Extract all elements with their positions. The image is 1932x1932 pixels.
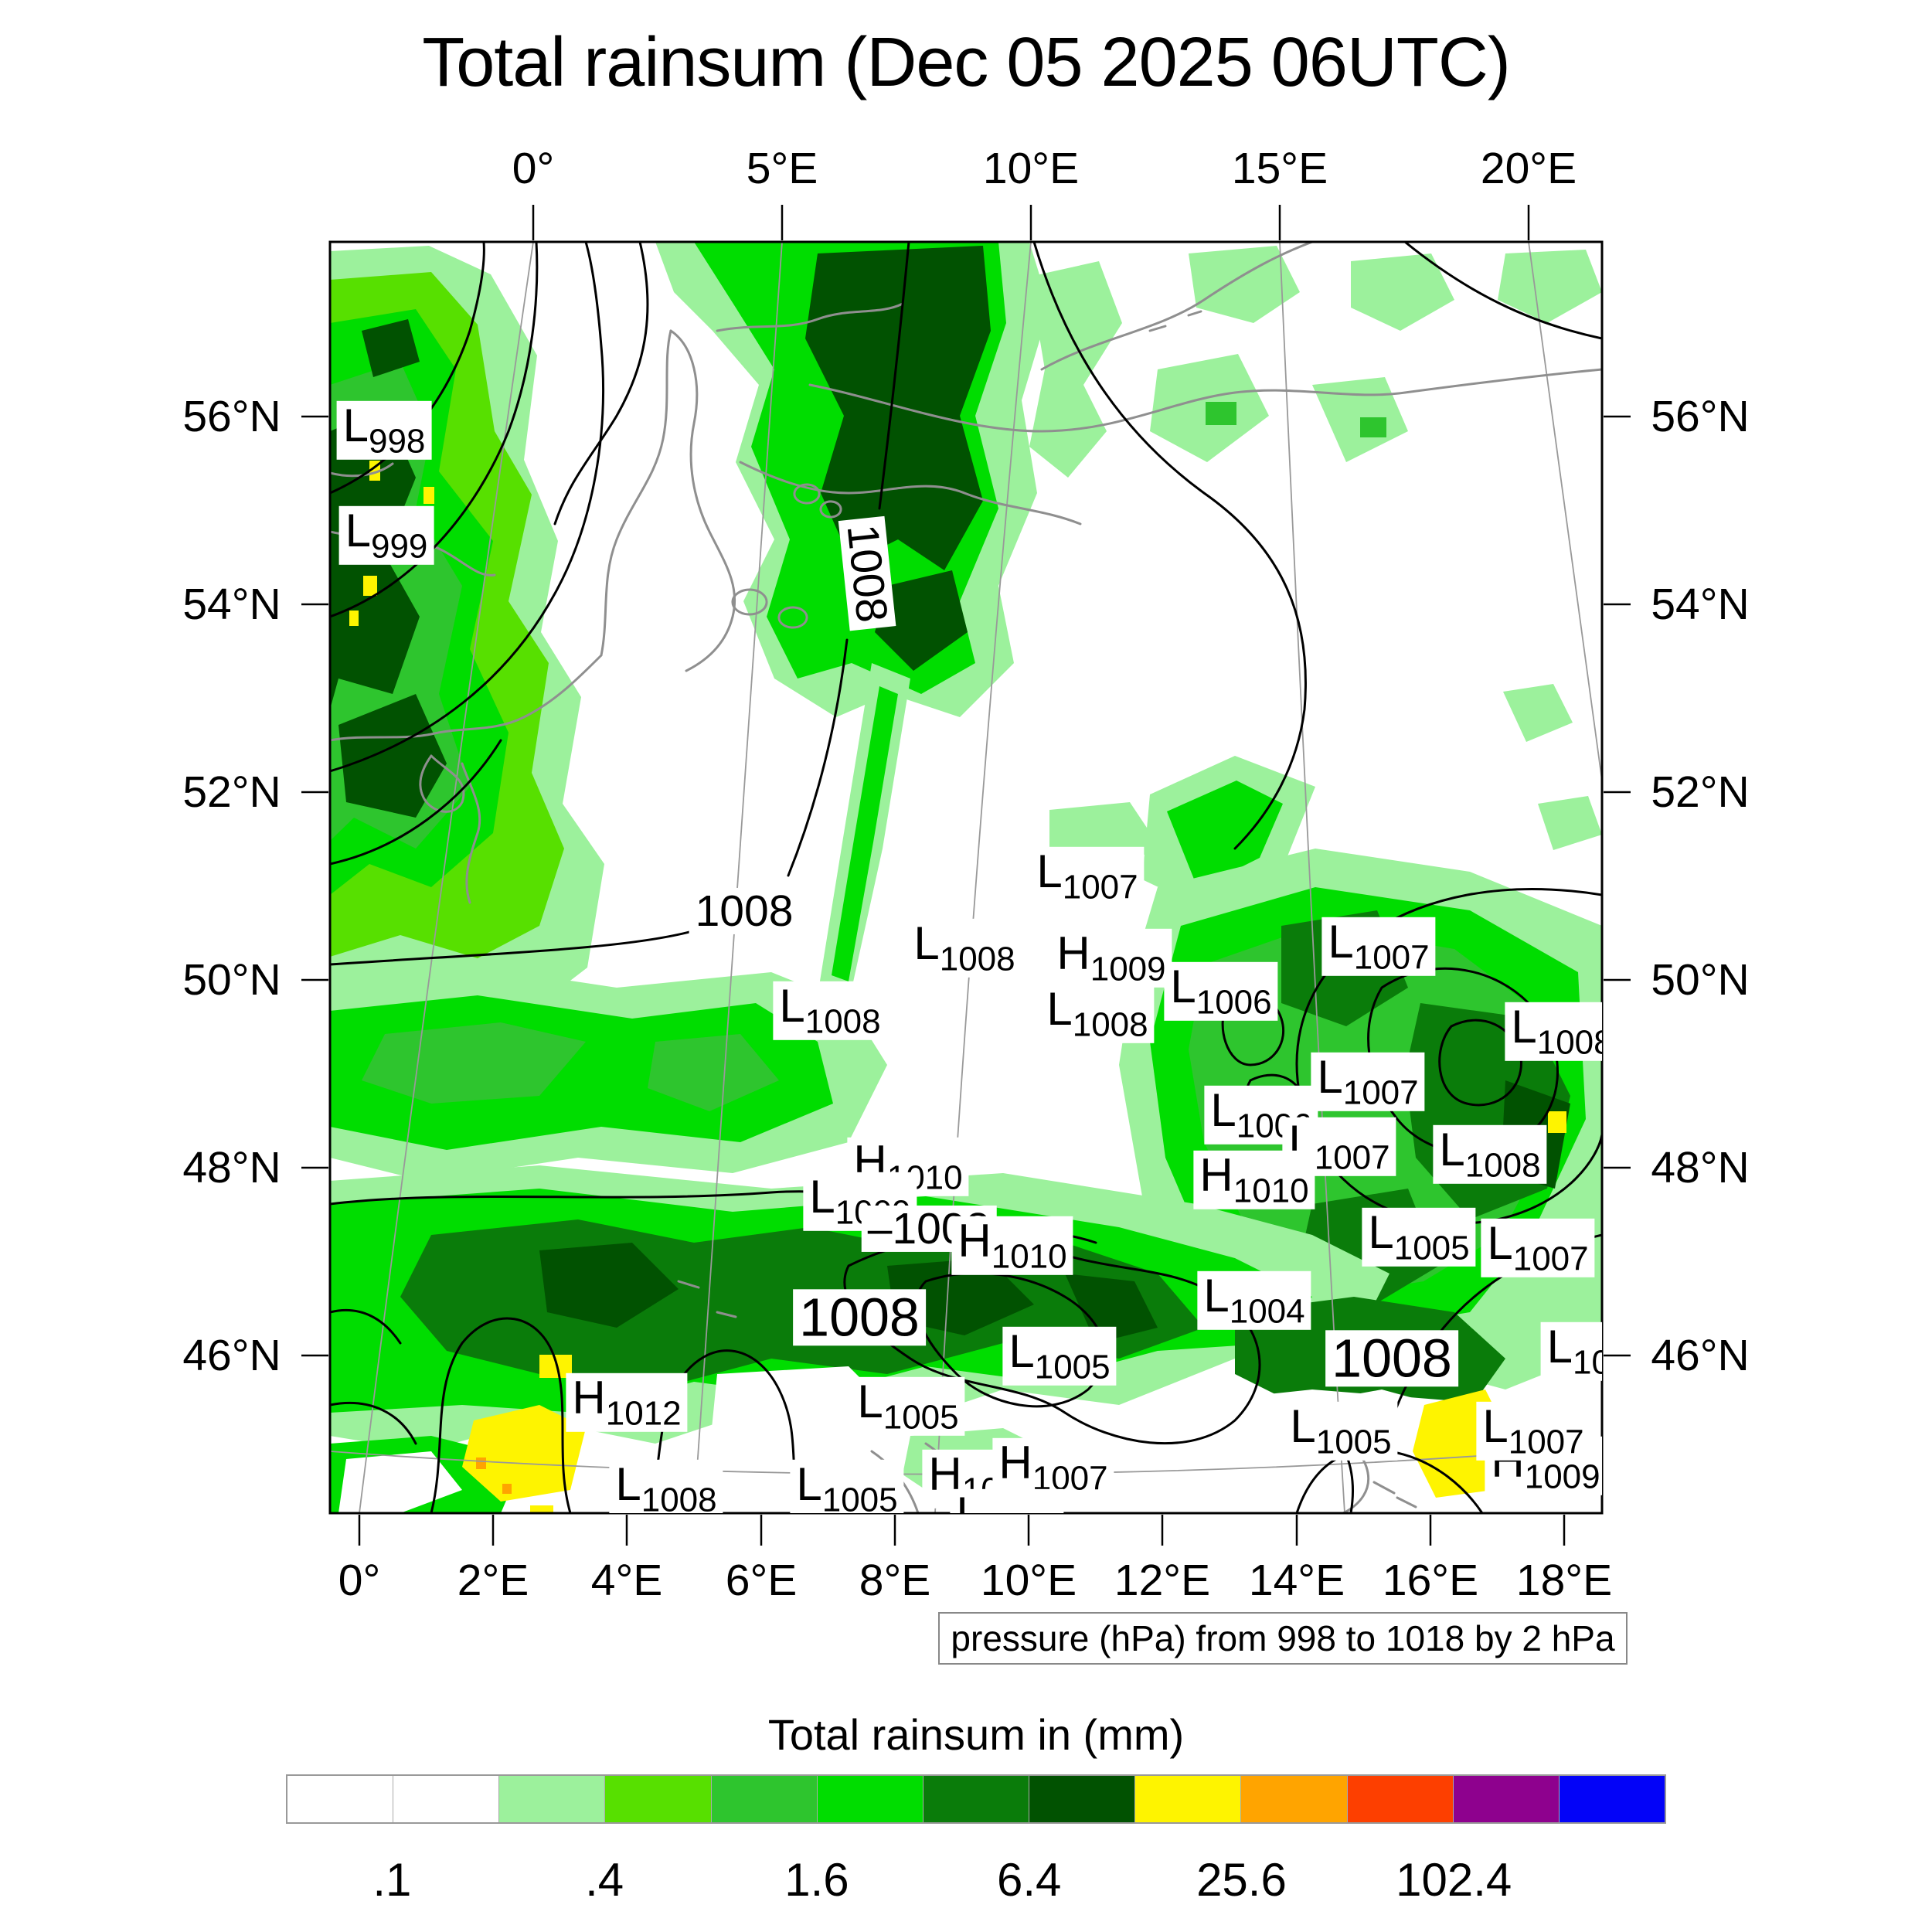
pressure-center-label: L1005 — [851, 1376, 965, 1437]
top-axis-label: 5°E — [746, 144, 818, 193]
right-axis-label: 50°N — [1651, 955, 1750, 1005]
colorbar-cell-forest — [923, 1776, 1030, 1822]
top-axis-label: 15°E — [1231, 144, 1328, 193]
colorbar-tick-label: .1 — [372, 1854, 412, 1906]
left-axis-label: 56°N — [182, 392, 281, 441]
pressure-center-label: L998 — [336, 400, 432, 461]
pressure-center-label: L1007 — [1476, 1401, 1590, 1461]
bottom-axis-label: 18°E — [1515, 1556, 1613, 1605]
pressure-center-label: L1004 — [1197, 1270, 1311, 1331]
colorbar-cell-medium — [711, 1776, 818, 1822]
right-axis-label: 46°N — [1651, 1331, 1750, 1380]
pressure-center-label: L1005 — [1002, 1326, 1117, 1386]
colorbar-cell-yellow — [1135, 1776, 1242, 1822]
colorbar-cell-chartreuse — [605, 1776, 712, 1822]
colorbar-tick-label: .4 — [585, 1854, 624, 1906]
colorbar-cell-bright — [817, 1776, 923, 1822]
pressure-center-label: H1009 — [1050, 928, 1172, 988]
top-axis-label: 10°E — [982, 144, 1080, 193]
bottom-axis-label: 10°E — [980, 1556, 1077, 1605]
pressure-center-label: L1005 — [1284, 1401, 1398, 1461]
bottom-axis-label: 2°E — [457, 1556, 529, 1605]
pressure-center-label: L1008 — [1433, 1124, 1547, 1185]
pressure-center-label: L1006 — [1164, 961, 1278, 1022]
colorbar-cell-white — [393, 1776, 500, 1822]
colorbar-cell-white — [287, 1776, 394, 1822]
left-axis-label: 52°N — [182, 767, 281, 817]
bottom-axis-label: 0° — [338, 1556, 381, 1605]
colorbar-cell-pale — [499, 1776, 606, 1822]
page-title: Total rainsum (Dec 05 2025 06UTC) — [422, 24, 1511, 101]
colorbar-tick-label: 25.6 — [1196, 1854, 1287, 1906]
left-axis-label: 50°N — [182, 955, 281, 1005]
right-axis-label: 52°N — [1651, 767, 1750, 817]
pressure-center-label: L1008 — [907, 918, 1022, 978]
left-axis-label: 54°N — [182, 580, 281, 629]
pressure-center-label: H1007 — [992, 1437, 1114, 1498]
colorbar-title: Total rainsum in (mm) — [767, 1710, 1185, 1759]
pressure-center-label: L1008 — [1040, 984, 1155, 1044]
axis-ticks — [301, 205, 1631, 1546]
pressure-label-layer: L998 L999 1008 1008 L1007 L1008 H1009 L1008 L100… — [330, 242, 1602, 1513]
pressure-center-label: H1010 — [951, 1216, 1073, 1276]
bottom-axis-label: 16°E — [1382, 1556, 1479, 1605]
colorbar-tick-label: 1.6 — [784, 1854, 849, 1906]
colorbar-cell-blue — [1559, 1776, 1665, 1822]
bottom-axis-label: 12°E — [1114, 1556, 1211, 1605]
colorbar-tick-label: 102.4 — [1396, 1854, 1512, 1906]
pressure-center-label: L1007 — [1030, 846, 1145, 906]
left-axis-label: 48°N — [182, 1143, 281, 1192]
right-axis-label: 56°N — [1651, 392, 1750, 441]
coastline-layer — [330, 242, 1602, 1513]
colorbar-cell-orange — [1241, 1776, 1348, 1822]
pressure-center-label: L1008 — [950, 1488, 1064, 1513]
pressure-center-label: L1007 — [1321, 917, 1436, 977]
top-axis-label: 20°E — [1480, 144, 1577, 193]
pressure-center-label: L999 — [338, 505, 434, 566]
bottom-axis-label: 8°E — [859, 1556, 931, 1605]
pressure-center-label: H1012 — [566, 1372, 688, 1433]
contour-label: 1008 — [1325, 1330, 1458, 1387]
colorbar — [286, 1774, 1666, 1824]
pressure-center-label: L1008 — [609, 1459, 723, 1513]
contour-label: 1008 — [793, 1289, 926, 1346]
right-axis-label: 48°N — [1651, 1143, 1750, 1192]
pressure-center-label: L1005 — [790, 1459, 904, 1513]
map-frame — [328, 240, 1604, 1515]
pressure-center-label: L1007 — [1311, 1052, 1425, 1112]
pressure-center-label: L100 — [1540, 1321, 1602, 1382]
colorbar-cell-purple — [1453, 1776, 1560, 1822]
top-axis-label: 0° — [512, 144, 555, 193]
pressure-center-label: L1007 — [1481, 1218, 1595, 1278]
pressure-note: pressure (hPa) from 998 to 1018 by 2 hPa — [938, 1612, 1628, 1665]
left-axis-label: 46°N — [182, 1331, 281, 1380]
pressure-center-label: L1005 — [1362, 1207, 1476, 1267]
pressure-center-label: L1008 — [1505, 1002, 1602, 1062]
bottom-axis-label: 14°E — [1248, 1556, 1345, 1605]
colorbar-tick-label: 6.4 — [996, 1854, 1062, 1906]
contour-label: 1008 — [689, 887, 800, 935]
pressure-center-label: H1010 — [1193, 1150, 1315, 1210]
bottom-axis-label: 6°E — [725, 1556, 798, 1605]
bottom-axis-label: 4°E — [590, 1556, 663, 1605]
right-axis-label: 54°N — [1651, 580, 1750, 629]
contour-label: 1008 — [838, 515, 897, 631]
colorbar-cell-orangered — [1347, 1776, 1454, 1822]
colorbar-cell-dark — [1029, 1776, 1136, 1822]
pressure-center-label: L1008 — [773, 981, 887, 1041]
